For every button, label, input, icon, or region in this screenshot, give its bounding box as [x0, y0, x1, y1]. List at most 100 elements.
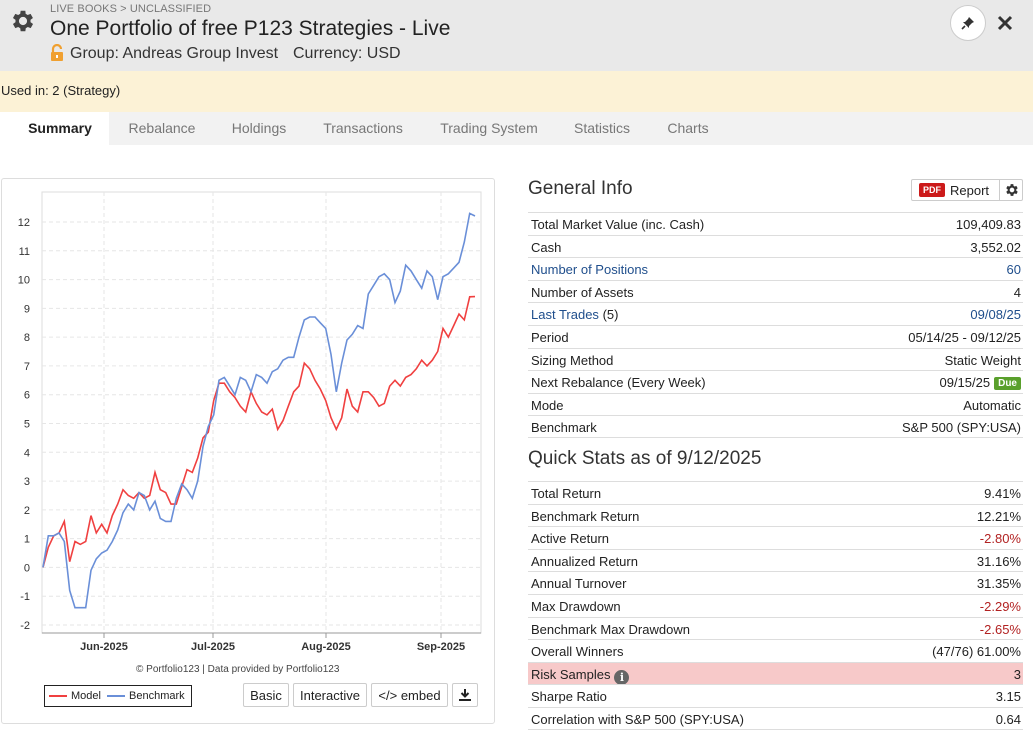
number-of-positions-link[interactable]: Number of Positions: [531, 262, 649, 278]
stat-key: Max Drawdown: [531, 598, 621, 614]
chart-credit: © Portfolio123 | Data provided by Portfo…: [136, 664, 340, 675]
group-label: Group: Andreas Group Invest: [70, 45, 279, 62]
stat-value: 3.15: [995, 689, 1021, 705]
stat-value: -2.65%: [979, 621, 1021, 637]
info-key: Mode: [531, 397, 564, 413]
stat-row-sharpe-ratio: Sharpe Ratio 3.15: [528, 684, 1023, 707]
stat-value: -2.80%: [979, 531, 1021, 547]
stat-row-risk-samples: Risk Samples i 3: [528, 661, 1023, 685]
info-row-cash: Cash 3,552.02: [528, 234, 1023, 258]
info-row-number-of-assets: Number of Assets 4: [528, 279, 1023, 303]
info-key: Period: [531, 329, 569, 345]
close-button[interactable]: [993, 10, 1017, 36]
download-button[interactable]: [452, 683, 478, 707]
tab-holdings[interactable]: Holdings: [231, 120, 287, 136]
info-icon[interactable]: i: [614, 669, 630, 685]
stat-key: Benchmark Max Drawdown: [531, 621, 690, 637]
stat-key: Active Return: [531, 531, 610, 547]
stat-row-annualized-return: Annualized Return 31.16%: [528, 548, 1023, 572]
stat-key: Risk Samples i: [531, 666, 630, 685]
info-value: 05/14/25 - 09/12/25: [908, 329, 1021, 345]
last-trade-date-link[interactable]: 09/08/25: [970, 307, 1021, 323]
tab-trading-system[interactable]: Trading System: [440, 120, 538, 136]
info-key: Next Rebalance (Every Week): [531, 375, 706, 391]
stat-key: Annual Turnover: [531, 576, 627, 592]
chart-legend: Model Benchmark: [44, 685, 192, 707]
unlock-icon: [51, 44, 63, 61]
general-info-table: Total Market Value (inc. Cash) 109,409.8…: [528, 212, 1023, 438]
report-button[interactable]: PDF Report: [911, 179, 1023, 201]
tab-transactions[interactable]: Transactions: [323, 120, 403, 136]
stat-value: 31.16%: [976, 553, 1021, 569]
general-info-title: General Info: [528, 178, 633, 199]
used-in-bar: Used in: 2 (Strategy): [0, 71, 1033, 112]
embed-button[interactable]: </> embed: [371, 683, 448, 707]
legend-swatch-model: [49, 695, 67, 697]
info-row-last-trades: Last Trades (5) 09/08/25: [528, 302, 1023, 325]
info-key: Sizing Method: [531, 352, 614, 368]
info-value: Static Weight: [944, 352, 1021, 368]
info-key: Cash: [531, 239, 562, 255]
chart-card: [1, 178, 495, 724]
info-value: 4: [1013, 284, 1021, 300]
pin-button[interactable]: [950, 5, 986, 41]
tab-charts[interactable]: Charts: [667, 120, 709, 136]
settings-gear-icon[interactable]: [9, 7, 37, 35]
report-settings-gear-icon[interactable]: [1004, 182, 1020, 198]
legend-item-benchmark[interactable]: Benchmark: [107, 690, 185, 702]
currency-label: Currency: USD: [293, 45, 401, 62]
interactive-button[interactable]: Interactive: [293, 683, 367, 707]
info-key: Total Market Value (inc. Cash): [531, 217, 705, 232]
report-divider: [999, 180, 1000, 200]
risk-samples-label: Risk Samples: [531, 666, 611, 682]
close-icon: [997, 15, 1013, 31]
info-row-number-of-positions: Number of Positions 60: [528, 257, 1023, 280]
breadcrumb[interactable]: LIVE BOOKS > UNCLASSIFIED: [50, 3, 212, 15]
info-value: 109,409.83: [955, 217, 1021, 232]
stat-row-total-return: Total Return 9.41%: [528, 481, 1023, 504]
info-key: Last Trades (5): [531, 307, 618, 322]
quick-stats-title: Quick Stats as of 9/12/2025: [528, 448, 762, 469]
quick-stats-table: Total Return 9.41% Benchmark Return 12.2…: [528, 481, 1023, 730]
info-key: Benchmark: [531, 420, 597, 436]
download-icon: [459, 689, 471, 701]
stat-value: 9.41%: [984, 486, 1021, 501]
info-value: S&P 500 (SPY:USA): [902, 420, 1021, 436]
tab-summary[interactable]: Summary: [11, 112, 109, 145]
last-trades-count: (5): [602, 307, 619, 323]
stat-key: Total Return: [531, 486, 602, 501]
info-value: 3,552.02: [970, 239, 1021, 255]
last-trades-link[interactable]: Last Trades: [531, 307, 599, 323]
stat-key: Annualized Return: [531, 553, 638, 569]
stat-key: Benchmark Return: [531, 508, 640, 524]
legend-label-benchmark: Benchmark: [129, 690, 185, 702]
pdf-badge: PDF: [919, 183, 945, 197]
stat-row-benchmark-return: Benchmark Return 12.21%: [528, 503, 1023, 527]
stat-row-active-return: Active Return -2.80%: [528, 526, 1023, 549]
stat-key: Sharpe Ratio: [531, 689, 607, 705]
page-title: One Portfolio of free P123 Strategies - …: [50, 17, 451, 40]
stat-value: (47/76) 61.00%: [932, 644, 1021, 660]
basic-button[interactable]: Basic: [243, 683, 289, 707]
info-value: 09/15/25 Due: [939, 375, 1021, 391]
stat-key: Overall Winners: [531, 644, 624, 660]
stat-row-correlation: Correlation with S&P 500 (SPY:USA) 0.64: [528, 706, 1023, 730]
stat-value: 0.64: [995, 711, 1021, 727]
report-label: Report: [950, 182, 990, 198]
next-rebalance-date: 09/15/25: [939, 375, 991, 391]
due-badge: Due: [994, 377, 1021, 391]
stat-row-benchmark-max-drawdown: Benchmark Max Drawdown -2.65%: [528, 616, 1023, 640]
info-row-period: Period 05/14/25 - 09/12/25: [528, 324, 1023, 348]
positions-count-link[interactable]: 60: [1006, 262, 1021, 278]
stat-row-max-drawdown: Max Drawdown -2.29%: [528, 593, 1023, 617]
stat-value: -2.29%: [979, 598, 1021, 614]
info-row-total-market-value: Total Market Value (inc. Cash) 109,409.8…: [528, 212, 1023, 235]
info-row-mode: Mode Automatic: [528, 392, 1023, 416]
legend-item-model[interactable]: Model: [49, 690, 101, 702]
used-in-text: Used in: 2 (Strategy): [1, 83, 121, 98]
tab-rebalance[interactable]: Rebalance: [128, 120, 196, 136]
stat-value: 12.21%: [976, 508, 1021, 524]
tab-statistics[interactable]: Statistics: [573, 120, 630, 136]
page-header: LIVE BOOKS > UNCLASSIFIED One Portfolio …: [0, 0, 1033, 71]
pin-icon: [961, 17, 974, 30]
